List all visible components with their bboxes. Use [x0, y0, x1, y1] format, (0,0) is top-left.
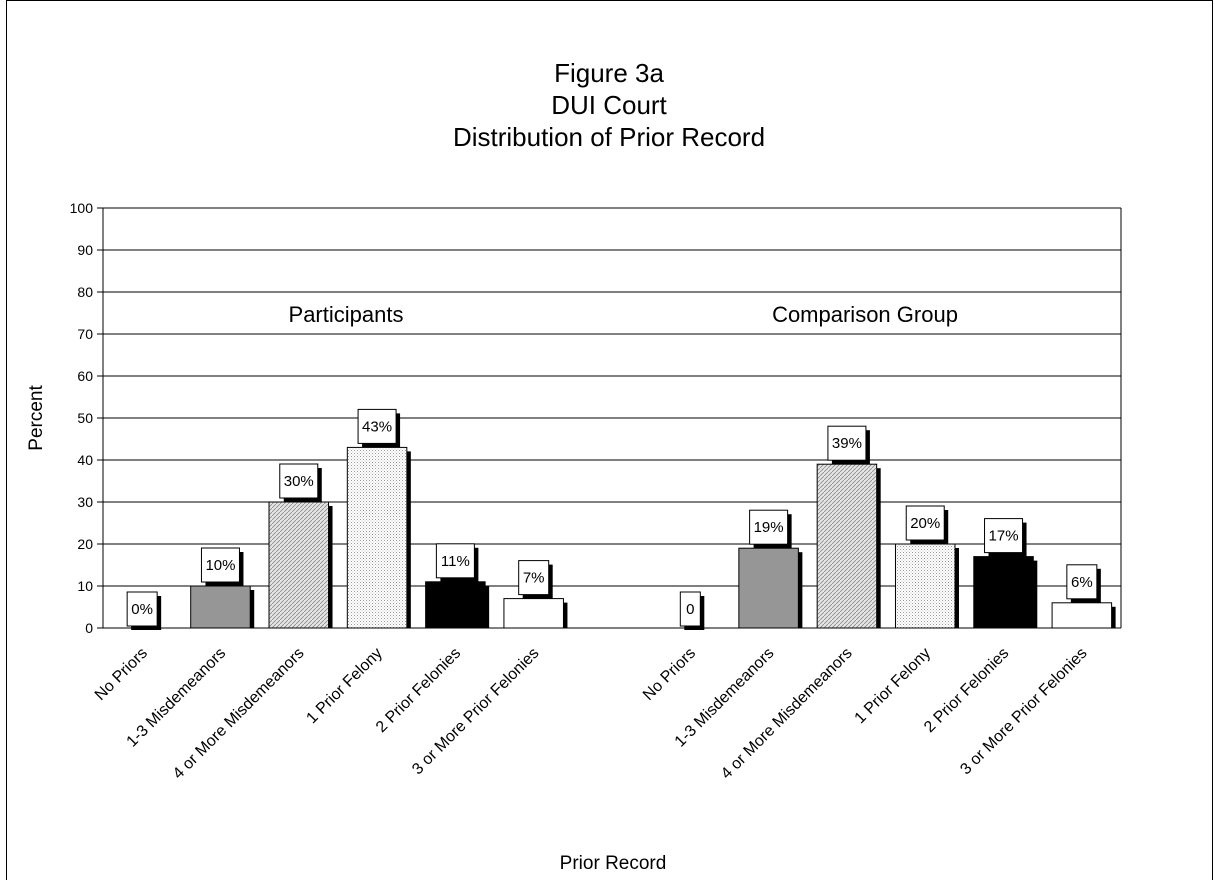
- y-tick-label: 40: [77, 452, 93, 468]
- bar-shadow: [1033, 560, 1038, 628]
- category-label: 3 or More Prior Felonies: [957, 645, 1090, 778]
- category-label: 2 Prior Felonies: [921, 645, 1012, 736]
- data-label: 7%: [523, 570, 545, 587]
- chart-title: Figure 3a DUI Court Distribution of Prio…: [453, 58, 765, 152]
- bar-shadow: [250, 590, 255, 628]
- y-axis-ticks: 0 10 20 30 40 50 60 70 80 90 100: [70, 200, 94, 636]
- bar: [816, 463, 878, 629]
- title-line-2: DUI Court: [551, 90, 667, 120]
- data-label-box: [126, 591, 158, 627]
- data-label-box: [679, 591, 701, 627]
- data-label: 17%: [989, 528, 1019, 545]
- title-line-3: Distribution of Prior Record: [453, 122, 765, 152]
- bar: [425, 581, 486, 629]
- data-label: 0%: [131, 601, 153, 618]
- y-tick-label: 70: [77, 326, 93, 342]
- data-label-box: [518, 560, 550, 596]
- bar-shadow: [485, 585, 490, 628]
- category-label: No Priors: [92, 645, 151, 704]
- y-tick-label: 20: [77, 536, 93, 552]
- bar-shadow: [328, 506, 333, 628]
- category-label: 2 Prior Felonies: [373, 645, 464, 736]
- x-axis-title: Prior Record: [560, 853, 667, 874]
- bars: [190, 446, 1116, 629]
- data-label: 6%: [1071, 574, 1093, 591]
- bar: [190, 585, 251, 629]
- data-label: 20%: [910, 515, 940, 532]
- y-tick-label: 100: [70, 200, 94, 216]
- bar: [268, 501, 330, 629]
- y-tick-label: 90: [77, 242, 93, 258]
- category-label: 4 or More Misdemeanors: [170, 645, 308, 783]
- bar-shadow: [954, 548, 959, 628]
- bar-shadow: [1111, 606, 1116, 628]
- bar: [894, 543, 956, 629]
- data-label-box: [200, 547, 240, 583]
- bar: [503, 598, 564, 629]
- y-tick-label: 80: [77, 284, 93, 300]
- data-label: 19%: [754, 519, 784, 536]
- data-label: 39%: [832, 435, 862, 452]
- data-label-box: [435, 543, 475, 579]
- category-label: 1 Prior Felony: [852, 645, 934, 727]
- chart-frame: [6, 0, 1213, 880]
- category-label: No Priors: [640, 645, 699, 704]
- data-label: 10%: [205, 557, 235, 574]
- y-tick-label: 60: [77, 368, 93, 384]
- axes: [97, 207, 1122, 629]
- data-label-box: [984, 518, 1024, 554]
- bar: [973, 556, 1034, 629]
- data-label-box: [749, 509, 789, 545]
- data-label-box: [1066, 564, 1098, 600]
- group-label-participants: Participants: [289, 302, 404, 327]
- y-tick-label: 50: [77, 410, 93, 426]
- data-label-box: [279, 463, 319, 499]
- data-labels: 0% 10% 30% 43% 11% 7% 0 19% 39% 20% 17% 6%: [126, 408, 1101, 630]
- data-label-box: [357, 408, 397, 444]
- gridlines: [103, 207, 1121, 587]
- category-label: 4 or More Misdemeanors: [718, 645, 856, 783]
- bar: [738, 547, 799, 629]
- bar-shadow: [798, 552, 803, 628]
- bar: [1051, 602, 1113, 629]
- bar-shadow: [406, 451, 411, 628]
- data-label-box: [827, 425, 867, 461]
- title-line-1: Figure 3a: [554, 58, 664, 88]
- bar-shadow: [876, 468, 881, 628]
- data-label: 30%: [284, 473, 314, 490]
- bar-shadow: [563, 602, 568, 628]
- data-label: 11%: [441, 553, 470, 570]
- bar: [346, 446, 408, 629]
- y-axis-title: Percent: [26, 385, 47, 451]
- data-label: 0: [686, 601, 694, 618]
- category-label: 1 Prior Felony: [303, 645, 385, 727]
- data-label-box: [905, 505, 945, 541]
- y-tick-label: 30: [77, 494, 93, 510]
- category-label: 3 or More Prior Felonies: [409, 645, 542, 778]
- y-tick-label: 10: [77, 578, 93, 594]
- group-label-comparison: Comparison Group: [772, 302, 958, 327]
- data-label: 43%: [362, 418, 392, 435]
- y-tick-label: 0: [85, 620, 93, 636]
